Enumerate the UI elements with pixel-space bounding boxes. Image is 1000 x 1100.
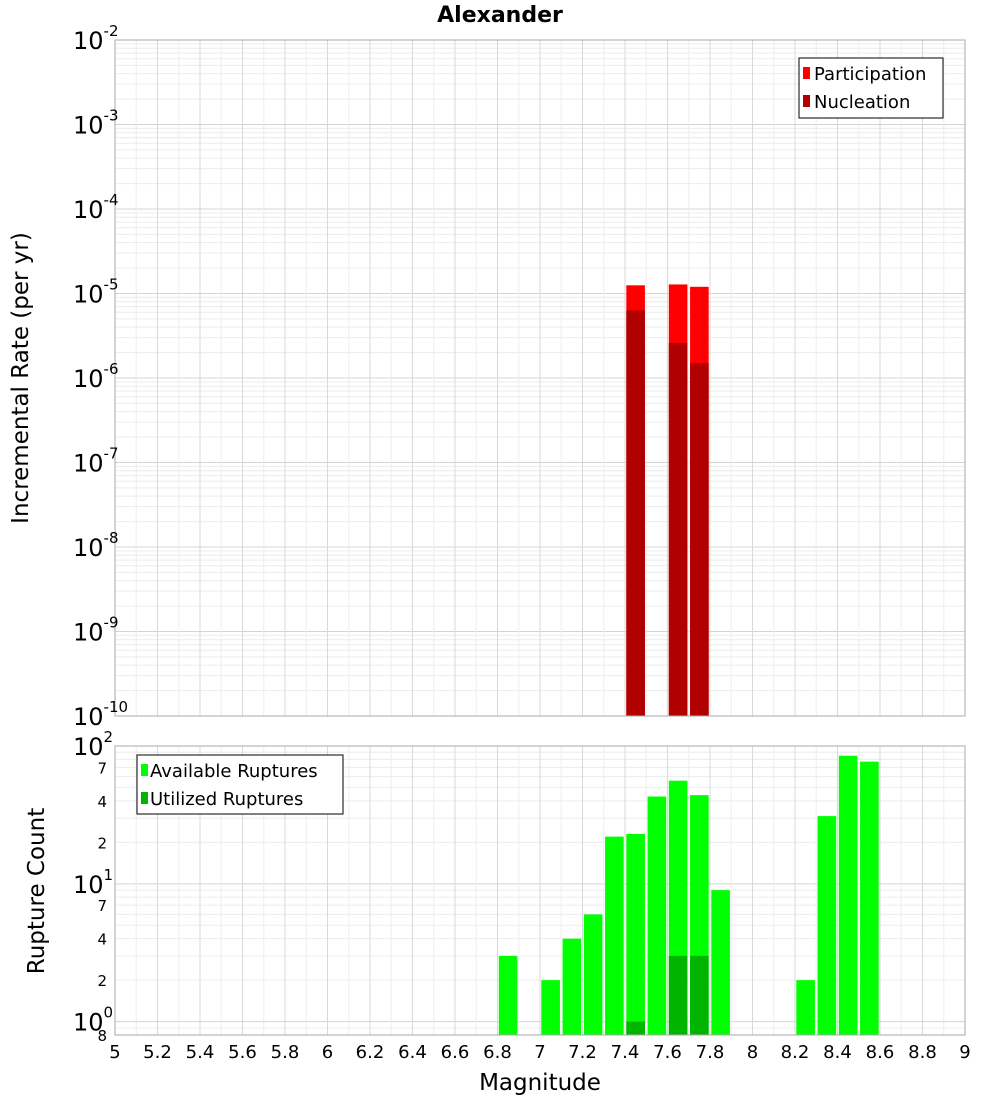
bar-utilized-ruptures xyxy=(690,955,709,1035)
x-tick-label: 6.6 xyxy=(441,1042,470,1063)
legend-swatch-available-ruptures xyxy=(141,764,148,776)
x-tick-label: 6.8 xyxy=(483,1042,512,1063)
bar-available-ruptures xyxy=(626,833,645,1035)
x-tick-label: 5.4 xyxy=(186,1042,215,1063)
top-y-tick-label: 10-6 xyxy=(73,360,119,393)
bar-available-ruptures xyxy=(498,955,518,1035)
x-tick-label: 7 xyxy=(534,1042,545,1063)
bar-available-ruptures xyxy=(796,980,815,1035)
x-tick-label: 7.4 xyxy=(611,1042,640,1063)
x-tick-label: 7.2 xyxy=(568,1042,597,1063)
top-plot-frame xyxy=(114,39,966,717)
x-tick-label: 7.6 xyxy=(653,1042,682,1063)
x-tick-label: 8.2 xyxy=(781,1042,810,1063)
bottom-y-major-tick-label: 102 xyxy=(73,728,113,761)
top-legend-box xyxy=(798,57,944,119)
bottom-y-minor-tick-label: 8 xyxy=(97,1027,107,1045)
top-y-tick-label: 10-4 xyxy=(73,191,119,224)
bar-utilized-ruptures xyxy=(626,1021,645,1035)
bar-nucleation xyxy=(668,342,688,716)
bar-available-ruptures xyxy=(711,890,730,1035)
bar-available-ruptures xyxy=(605,836,624,1035)
top-bars xyxy=(626,284,709,716)
bar-available-ruptures xyxy=(817,816,837,1035)
bottom-plot-frame xyxy=(114,745,966,1036)
x-tick-label: 5.6 xyxy=(228,1042,257,1063)
x-tick-label: 8 xyxy=(747,1042,758,1063)
top-y-tick-label: 10-9 xyxy=(73,614,119,647)
legend-label-nucleation: Nucleation xyxy=(814,92,910,113)
x-tick-label: 8.8 xyxy=(908,1042,937,1063)
x-tick-label: 5.2 xyxy=(143,1042,172,1063)
top-y-tick-label: 10-5 xyxy=(73,276,119,309)
bar-available-ruptures xyxy=(647,796,667,1035)
bottom-y-minor-tick-label: 4 xyxy=(97,931,107,949)
bar-available-ruptures xyxy=(541,980,560,1035)
legend-swatch-utilized-ruptures xyxy=(141,792,148,804)
top-legend: Participation Nucleation xyxy=(798,57,944,119)
x-tick-label: 5 xyxy=(109,1042,120,1063)
bottom-bars xyxy=(498,755,879,1035)
x-tick-labels: 5 5.2 5.4 5.6 5.8 6 6.2 6.4 6.6 6.8 7 7.2 7.4 7.6 7.8 8… xyxy=(109,1042,970,1063)
x-tick-label: 8.4 xyxy=(823,1042,852,1063)
bar-available-ruptures xyxy=(860,761,879,1035)
legend-label-participation: Participation xyxy=(814,64,926,85)
bottom-y-minor-tick-label: 7 xyxy=(97,759,107,777)
bar-available-ruptures xyxy=(838,755,858,1035)
chart-title: Alexander xyxy=(437,3,563,28)
bottom-y-major-tick-label: 100 xyxy=(73,1004,113,1037)
bottom-plot-panel: 102 101 100 7 4 2 7 4 2 8 Rupture Count Available… xyxy=(24,728,971,1096)
x-tick-label: 5.8 xyxy=(271,1042,300,1063)
top-plot-panel: 10-2 10-3 10-4 10-5 10-6 10-7 10-8 10-9 10-10 In… xyxy=(8,22,966,731)
x-tick-label: 6 xyxy=(322,1042,333,1063)
top-y-axis-label: Incremental Rate (per yr) xyxy=(8,232,34,524)
bottom-y-minor-tick-label: 2 xyxy=(97,834,107,852)
bottom-y-major-tick-label: 101 xyxy=(73,866,113,899)
x-tick-label: 6.4 xyxy=(398,1042,427,1063)
top-y-tick-label: 10-8 xyxy=(73,529,119,562)
top-y-tick-label: 10-3 xyxy=(73,107,119,140)
top-y-tick-labels: 10-2 10-3 10-4 10-5 10-6 10-7 10-8 10-9 10-10 xyxy=(73,22,128,731)
bottom-y-minor-tick-label: 7 xyxy=(97,897,107,915)
bottom-legend: Available Ruptures Utilized Ruptures xyxy=(136,754,344,815)
bottom-y-tick-labels: 102 101 100 7 4 2 7 4 2 8 xyxy=(73,728,113,1045)
bottom-y-minor-tick-label: 2 xyxy=(97,972,107,990)
legend-swatch-participation xyxy=(803,67,810,79)
legend-swatch-nucleation xyxy=(803,95,810,107)
x-tick-label: 8.6 xyxy=(866,1042,895,1063)
x-axis-label: Magnitude xyxy=(479,1070,601,1096)
x-tick-label: 7.8 xyxy=(696,1042,725,1063)
top-gridlines xyxy=(114,39,966,717)
x-tick-label: 9 xyxy=(959,1042,970,1063)
bar-available-ruptures xyxy=(562,938,582,1035)
bottom-y-minor-tick-label: 4 xyxy=(97,793,107,811)
top-y-tick-label: 10-10 xyxy=(73,698,128,731)
bar-utilized-ruptures xyxy=(668,955,688,1035)
top-y-tick-label: 10-7 xyxy=(73,445,119,478)
legend-label-available-ruptures: Available Ruptures xyxy=(150,761,318,782)
bottom-y-axis-label: Rupture Count xyxy=(24,808,50,974)
bar-nucleation xyxy=(690,363,709,716)
top-y-tick-label: 10-2 xyxy=(73,22,119,55)
x-tick-label: 6.2 xyxy=(356,1042,385,1063)
bar-nucleation xyxy=(626,310,645,716)
bottom-legend-box xyxy=(136,754,344,815)
legend-label-utilized-ruptures: Utilized Ruptures xyxy=(150,789,303,810)
bar-available-ruptures xyxy=(583,914,603,1035)
